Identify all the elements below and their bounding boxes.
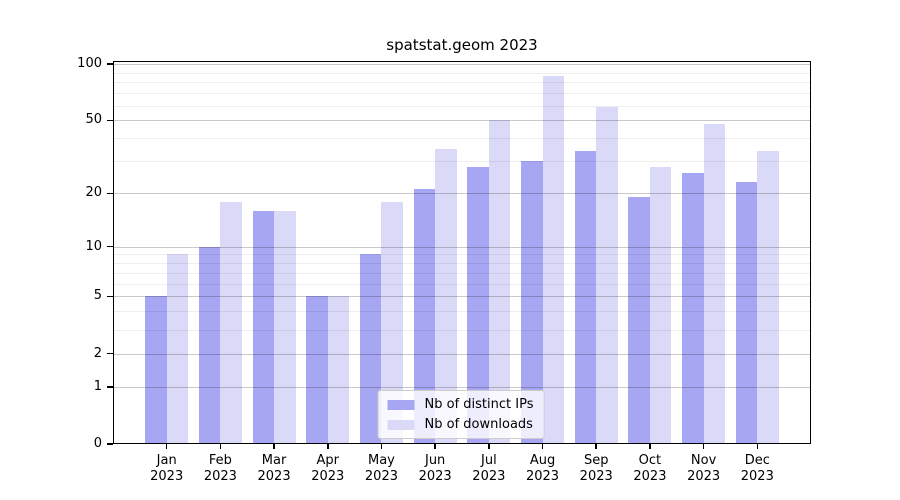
bar-downloads-apr — [327, 296, 350, 444]
bar-downloads-aug — [542, 76, 565, 444]
bar-distinct-ips-jan — [145, 296, 167, 444]
bar-downloads-nov — [703, 123, 726, 444]
bar-downloads-sep — [596, 106, 618, 444]
bar-distinct-ips-mar — [252, 210, 275, 444]
bar-distinct-ips-may — [359, 254, 382, 444]
bar-distinct-ips-oct — [628, 197, 650, 444]
legend-entry-distinct-ips: Nb of distinct IPs — [387, 397, 534, 412]
plot-area — [113, 61, 811, 444]
bar-downloads-feb — [220, 201, 242, 444]
bar-downloads-jan — [166, 254, 189, 444]
bar-distinct-ips-sep — [574, 151, 597, 444]
bar-distinct-ips-dec — [735, 182, 758, 444]
legend-label-downloads: Nb of downloads — [424, 417, 533, 432]
legend-entry-downloads: Nb of downloads — [387, 417, 534, 432]
bar-distinct-ips-jun — [413, 189, 436, 444]
legend-swatch-distinct-ips — [387, 399, 415, 410]
bar-distinct-ips-nov — [682, 172, 704, 444]
bar-distinct-ips-apr — [306, 296, 328, 444]
bar-downloads-jul — [488, 120, 511, 444]
bar-downloads-oct — [649, 166, 672, 444]
bar-downloads-may — [381, 201, 403, 444]
chart-title: spatstat.geom 2023 — [386, 36, 538, 54]
legend-label-distinct-ips: Nb of distinct IPs — [424, 397, 534, 412]
legend: Nb of distinct IPs Nb of downloads — [377, 390, 545, 439]
bar-distinct-ips-aug — [521, 161, 543, 444]
legend-swatch-downloads — [387, 419, 415, 430]
bar-distinct-ips-jul — [467, 166, 489, 444]
bar-downloads-mar — [274, 210, 296, 444]
bar-downloads-jun — [435, 148, 457, 444]
bar-distinct-ips-feb — [198, 246, 221, 444]
bar-downloads-dec — [757, 151, 779, 444]
